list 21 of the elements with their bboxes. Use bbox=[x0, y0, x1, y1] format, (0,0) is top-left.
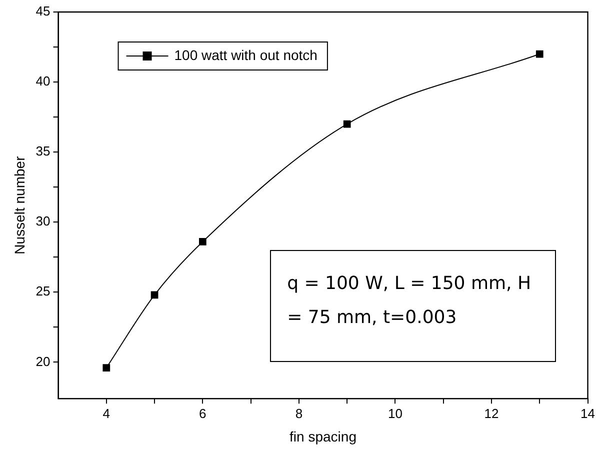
legend-label: 100 watt with out notch bbox=[174, 46, 318, 63]
point bbox=[536, 50, 544, 58]
point bbox=[102, 364, 110, 372]
y-tick-label: 30 bbox=[36, 214, 50, 229]
point bbox=[343, 120, 351, 128]
x-tick-label: 10 bbox=[388, 406, 402, 421]
x-tick-label: 8 bbox=[295, 406, 303, 421]
annotation: q = 100 W, L = 150 mm, H = 75 mm, t=0.003 bbox=[270, 250, 556, 362]
y-tick-label: 35 bbox=[36, 144, 50, 159]
y-tick-label: 25 bbox=[36, 284, 50, 299]
y-tick-label: 40 bbox=[36, 74, 50, 89]
point bbox=[198, 238, 206, 246]
x-tick-label: 4 bbox=[102, 406, 110, 421]
y-tick-label: 45 bbox=[36, 4, 50, 19]
x-axis-title: fin spacing bbox=[290, 428, 356, 444]
x-tick-label: 6 bbox=[199, 406, 206, 421]
point bbox=[150, 291, 158, 299]
x-tick-label: 12 bbox=[484, 406, 499, 421]
y-axis-title: Nusselt number bbox=[11, 156, 28, 254]
x-tick-label: 14 bbox=[580, 406, 596, 421]
y-tick-label: 20 bbox=[36, 354, 50, 369]
